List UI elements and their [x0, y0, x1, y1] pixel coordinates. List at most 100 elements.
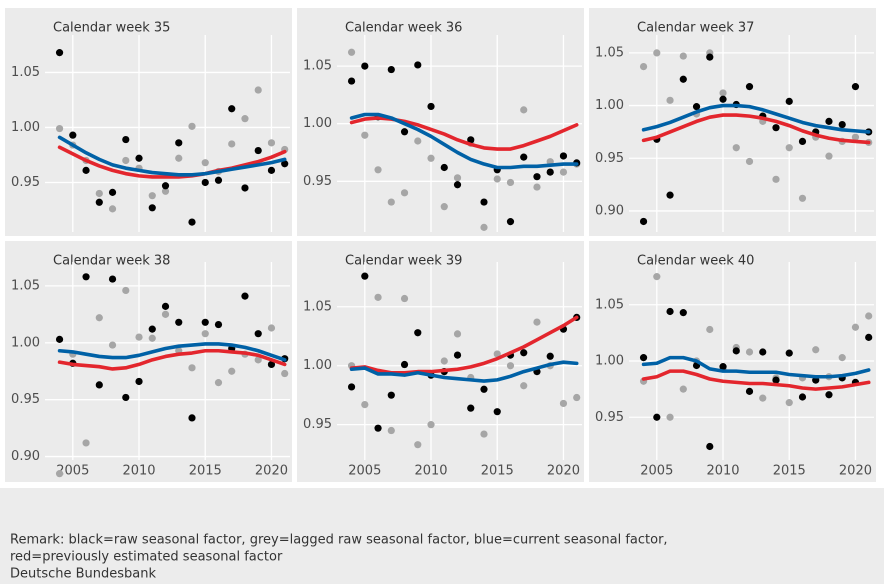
point: [55, 335, 64, 343]
point: [480, 430, 488, 438]
point: [387, 391, 395, 399]
smooth-line: [641, 369, 871, 391]
point: [692, 103, 701, 111]
y-tick-label: 1.05: [595, 45, 624, 60]
point: [95, 314, 103, 322]
y-tick-label: 1.05: [11, 278, 40, 293]
point: [175, 318, 183, 326]
remark-line: red=previously estimated seasonal factor: [10, 550, 283, 565]
panel-title: Calendar week 35: [53, 21, 170, 36]
panel: Calendar week 40 0.95 1.00 1.05 2005 2010 2015…: [589, 241, 876, 482]
point: [400, 294, 409, 303]
point: [122, 286, 130, 295]
point: [533, 183, 541, 191]
point: [719, 89, 727, 97]
point: [228, 140, 236, 148]
point: [267, 324, 276, 332]
point: [148, 334, 156, 342]
point: [825, 391, 833, 399]
point: [400, 128, 409, 136]
point: [520, 106, 528, 114]
point: [520, 153, 528, 161]
point: [254, 330, 262, 338]
source: Deutsche Bundesbank: [10, 567, 157, 582]
point: [108, 275, 117, 283]
point: [653, 49, 661, 57]
x-tick-label: 2015: [481, 464, 514, 479]
panel-title: Calendar week 36: [345, 21, 462, 36]
point: [493, 350, 501, 358]
y-tick-label: 1.00: [303, 358, 332, 373]
point: [493, 408, 501, 416]
point: [493, 175, 501, 183]
point: [772, 376, 780, 384]
point: [108, 205, 117, 213]
point: [267, 360, 276, 369]
point: [653, 273, 661, 281]
smooth-line: [349, 112, 579, 170]
smooth-line: [57, 145, 287, 179]
point: [148, 192, 156, 200]
x-tick-label: 2005: [348, 464, 381, 479]
point: [785, 399, 793, 407]
point: [838, 354, 846, 362]
point: [639, 354, 648, 362]
point: [281, 369, 289, 378]
point: [546, 352, 554, 360]
point: [188, 414, 196, 422]
point: [188, 364, 196, 372]
point: [825, 117, 833, 125]
point: [254, 86, 262, 94]
point: [851, 133, 860, 141]
point: [440, 163, 448, 172]
y-tick-label: 0.95: [595, 151, 624, 166]
y-tick-label: 1.05: [303, 59, 332, 74]
point: [506, 218, 515, 226]
point: [480, 198, 488, 206]
y-tick-label: 1.00: [303, 116, 332, 131]
point: [546, 168, 554, 176]
point: [148, 325, 156, 333]
point: [201, 330, 209, 338]
point: [241, 115, 249, 123]
point: [427, 154, 435, 162]
point: [201, 178, 209, 187]
point: [719, 95, 727, 103]
x-tick-label: 2020: [547, 464, 580, 479]
point: [148, 204, 156, 212]
smooth-line: [641, 355, 871, 379]
x-tick-label: 2010: [706, 464, 739, 479]
point: [161, 302, 170, 310]
point: [82, 439, 90, 447]
point: [440, 203, 448, 211]
smooth-line: [349, 360, 579, 383]
point: [82, 273, 90, 281]
point: [108, 341, 117, 349]
point: [453, 174, 462, 182]
point: [480, 385, 488, 393]
remark-line: Remark: black=raw seasonal factor, grey=…: [10, 533, 668, 548]
point: [201, 318, 209, 326]
point: [573, 393, 581, 402]
point: [361, 131, 369, 139]
point: [267, 166, 276, 174]
point: [453, 181, 462, 189]
point: [679, 309, 687, 317]
smooth-line: [641, 113, 871, 145]
y-tick-label: 0.95: [595, 410, 624, 425]
point: [679, 75, 687, 83]
point: [825, 152, 833, 160]
point: [798, 393, 807, 401]
point: [400, 360, 409, 369]
point: [772, 175, 780, 183]
point: [520, 382, 528, 390]
smooth-line: [641, 103, 871, 134]
point: [228, 367, 236, 375]
panel-background: [297, 241, 584, 482]
point: [267, 139, 276, 147]
point: [559, 399, 568, 408]
point: [108, 188, 117, 196]
panel-title: Calendar week 39: [345, 254, 462, 269]
